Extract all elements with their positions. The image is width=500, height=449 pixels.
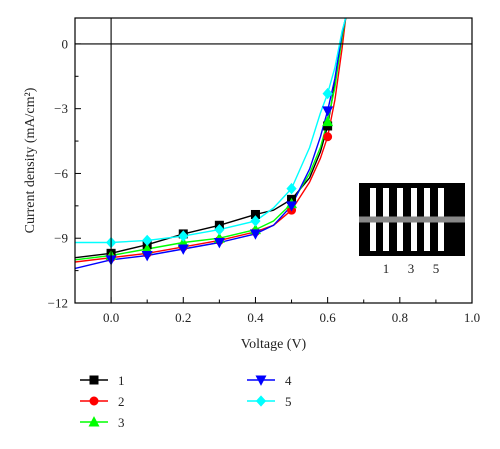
series-line-5 xyxy=(75,18,347,244)
legend-item-5: 5 xyxy=(247,394,292,409)
data-point-2 xyxy=(323,132,333,142)
inset-label: 3 xyxy=(408,261,415,276)
legend-item-3: 3 xyxy=(80,415,125,430)
y-tick-label: −12 xyxy=(48,296,68,311)
legend-marker xyxy=(88,416,100,427)
y-tick-label: −6 xyxy=(54,166,68,181)
x-tick-label: 0.8 xyxy=(392,310,408,325)
legend: 1 2 3 4 5 xyxy=(80,373,292,430)
legend-label: 3 xyxy=(118,415,125,430)
data-point-5 xyxy=(250,215,261,227)
legend-item-4: 4 xyxy=(247,373,292,388)
x-tick-label: 0.0 xyxy=(103,310,119,325)
data-point-3 xyxy=(322,115,334,127)
data-point-5 xyxy=(322,87,333,100)
legend-label: 5 xyxy=(285,394,292,409)
data-point-4 xyxy=(249,229,261,240)
legend-marker xyxy=(255,375,267,386)
y-axis-label: Current density (mA/cm²) xyxy=(23,87,38,233)
data-point-5 xyxy=(286,182,297,195)
series-line-2 xyxy=(75,18,347,263)
legend-label: 2 xyxy=(118,394,125,409)
x-tick-label: 1.0 xyxy=(464,310,480,325)
data-point-5 xyxy=(178,230,189,242)
legend-item-1: 1 xyxy=(80,373,125,388)
axes-layer: 0.0 0.2 0.4 0.6 0.8 1.0 0 −3 −6 −9 −12 Voltage (V) C… xyxy=(23,17,480,352)
data-point-4 xyxy=(286,201,298,212)
series-curves xyxy=(75,18,347,270)
series-line-1 xyxy=(75,18,347,259)
legend-label: 1 xyxy=(118,373,125,388)
legend-item-2: 2 xyxy=(80,394,125,409)
x-tick-label: 0.4 xyxy=(247,310,264,325)
legend-marker xyxy=(255,395,267,407)
legend-marker xyxy=(89,396,99,406)
plot-frame xyxy=(74,17,473,304)
y-tick-label: 0 xyxy=(62,36,69,51)
inset-band xyxy=(359,216,465,223)
x-axis-label: Voltage (V) xyxy=(241,337,307,352)
plot-layer xyxy=(75,18,347,270)
series-line-3 xyxy=(75,18,347,261)
inset-label: 1 xyxy=(383,261,390,276)
legend-label: 4 xyxy=(285,373,292,388)
data-point-4 xyxy=(322,106,334,117)
series-line-4 xyxy=(75,18,347,270)
inset-pattern: 1 3 5 xyxy=(359,183,465,276)
data-point-5 xyxy=(142,234,153,247)
x-tick-label: 0.6 xyxy=(320,310,337,325)
data-point-4 xyxy=(213,238,225,249)
series-markers xyxy=(105,87,334,266)
data-point-5 xyxy=(214,223,225,236)
y-tick-label: −3 xyxy=(54,101,68,116)
legend-marker xyxy=(89,375,99,385)
data-point-4 xyxy=(141,251,153,262)
y-tick-label: −9 xyxy=(54,231,68,246)
inset-label: 5 xyxy=(433,261,440,276)
data-point-4 xyxy=(177,244,189,255)
x-tick-label: 0.2 xyxy=(175,310,191,325)
